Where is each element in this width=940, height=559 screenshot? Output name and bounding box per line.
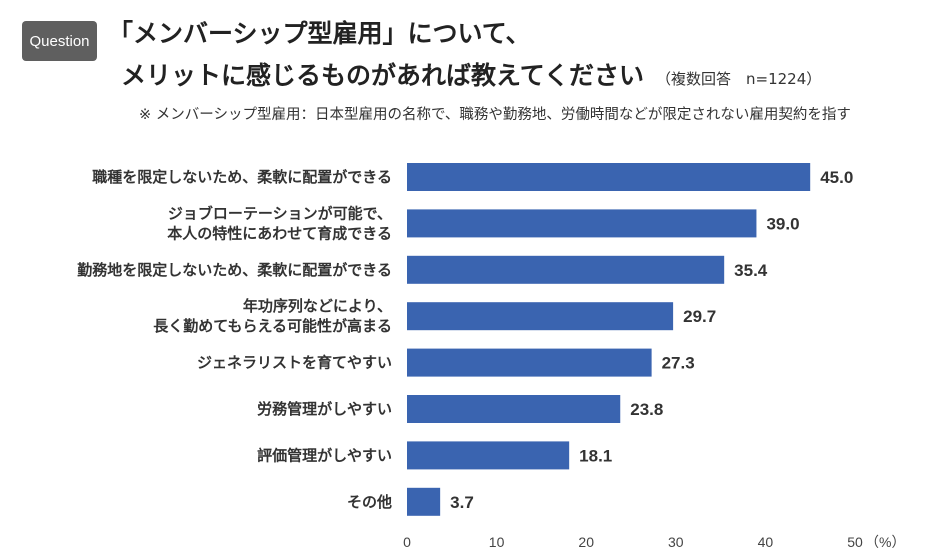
category-label-0: 職種を限定しないため、柔軟に配置ができる xyxy=(92,168,392,186)
category-label-6: 評価管理がしやすい xyxy=(257,446,392,464)
value-label-1: 39.0 xyxy=(766,214,799,233)
definition-note: ※ メンバーシップ型雇用：日本型雇用の名称で、職務や勤務地、労働時間などが限定さ… xyxy=(139,107,851,123)
value-label-3: 29.7 xyxy=(683,307,716,326)
bar-5 xyxy=(407,395,621,423)
category-label-4: ジェネラリストを育てやすい xyxy=(197,354,392,372)
value-label-4: 27.3 xyxy=(662,354,695,373)
x-tick-30: 30 xyxy=(668,534,684,550)
category-label-1-line0: ジョブローテーションが可能で、 xyxy=(168,204,392,222)
category-label-3-line1: 長く勤めてもらえる可能性が高まる xyxy=(153,317,392,335)
value-label-7: 3.7 xyxy=(450,493,474,512)
unit-label: （%） xyxy=(865,534,905,550)
x-tick-50: 50 xyxy=(847,534,863,550)
category-label-1-line1: 本人の特性にあわせて育成できる xyxy=(167,224,392,242)
value-label-0: 45.0 xyxy=(820,168,853,187)
category-label-5: 労務管理がしやすい xyxy=(257,400,392,418)
bar-1 xyxy=(407,209,757,238)
category-label-2: 勤務地を限定しないため、柔軟に配置ができる xyxy=(77,261,392,279)
response-meta: （複数回答 n=1224） xyxy=(656,70,822,88)
x-tick-40: 40 xyxy=(758,534,774,550)
bar-0 xyxy=(407,163,811,191)
value-label-5: 23.8 xyxy=(630,400,663,419)
bar-7 xyxy=(407,487,441,516)
bar-6 xyxy=(407,441,570,470)
chart-title-line1: 「メンバーシップ型雇用」について、 xyxy=(108,19,531,48)
bar-2 xyxy=(407,255,725,284)
value-label-6: 18.1 xyxy=(579,446,612,465)
bar-4 xyxy=(407,348,652,377)
chart-title-line2-text: メリットに感じるものがあれば教えてください xyxy=(121,61,645,90)
value-label-2: 35.4 xyxy=(734,261,768,280)
category-label-3-line0: 年功序列などにより、 xyxy=(243,297,392,315)
category-label-7: その他 xyxy=(347,493,392,511)
x-tick-20: 20 xyxy=(578,534,594,550)
bar-3 xyxy=(407,302,674,331)
x-tick-10: 10 xyxy=(489,534,505,550)
chart-title-line2: メリットに感じるものがあれば教えてください （複数回答 n=1224） xyxy=(121,56,821,92)
x-tick-0: 0 xyxy=(403,534,411,550)
question-badge: Question xyxy=(22,21,97,61)
